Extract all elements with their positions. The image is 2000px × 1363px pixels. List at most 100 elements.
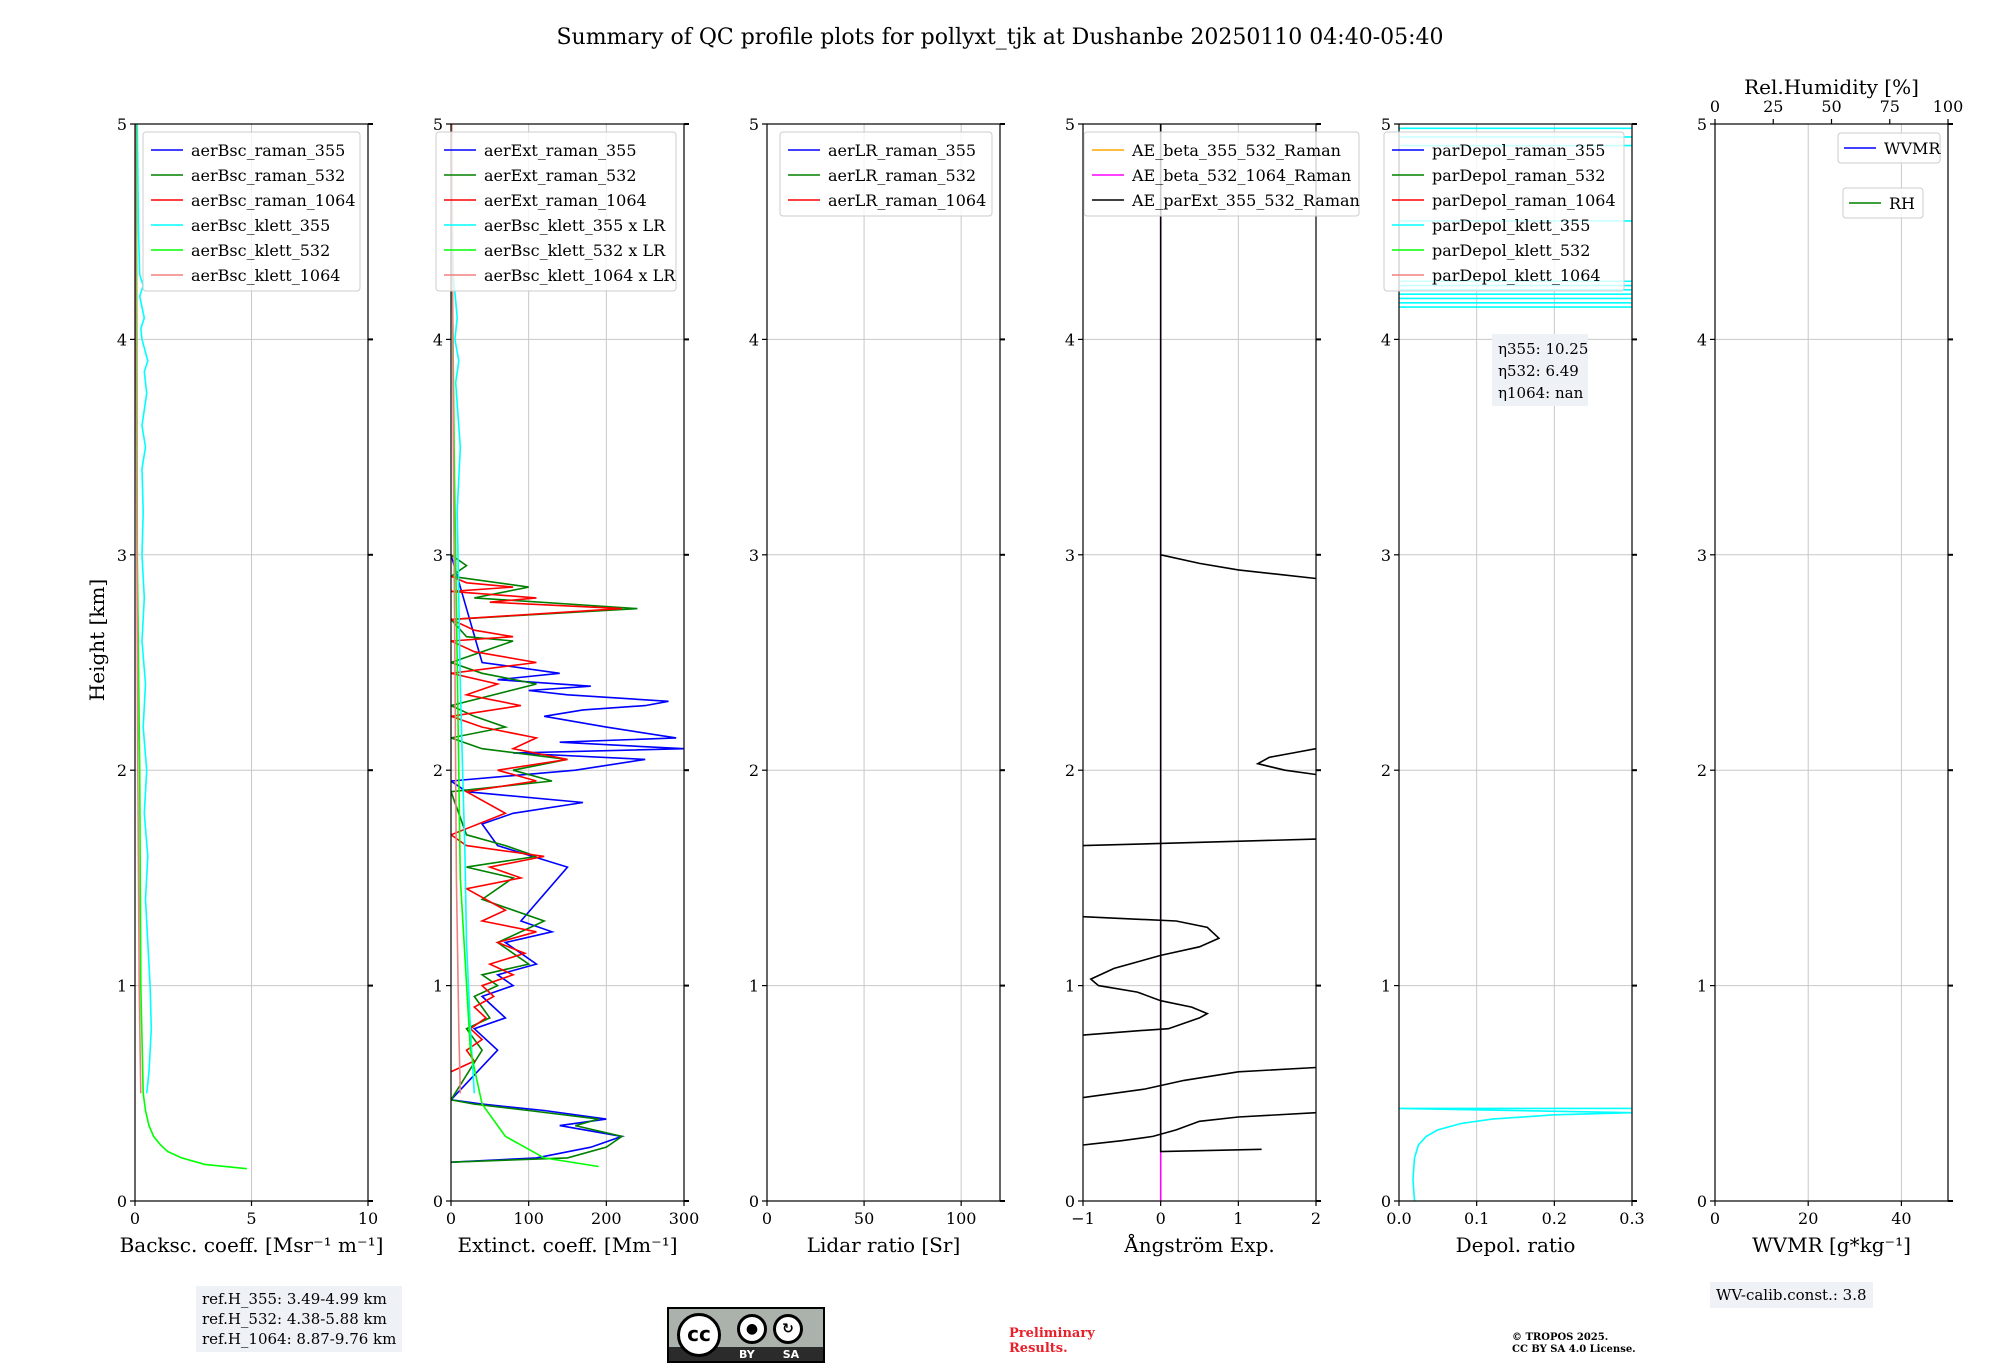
y-tick-label: 1 — [433, 977, 443, 996]
figure-title: Summary of QC profile plots for pollyxt_… — [556, 25, 1443, 50]
panel-bsc: 0 5 10 0 1 2 3 4 5 Backsc. coeff. [Msr⁻¹ m⁻¹] aerB… — [117, 115, 384, 1257]
by-icon: ● — [737, 1314, 767, 1344]
x-axis-label: Extinct. coeff. [Mm⁻¹] — [457, 1233, 677, 1257]
legend-label: aerBsc_raman_532 — [191, 166, 345, 185]
ref-h-1064: ref.H_1064: 8.87-9.76 km — [202, 1330, 397, 1348]
y-tick-label: 2 — [749, 761, 759, 780]
x-axis-label: Depol. ratio — [1456, 1233, 1576, 1257]
series-line-aerExt_raman_1064 — [451, 575, 622, 1073]
y-tick-label: 4 — [117, 330, 127, 349]
x2-tick-label: 100 — [1933, 97, 1964, 116]
series-line-AE_parExt_355_532_Raman — [1083, 1111, 1316, 1146]
y-tick-label: 0 — [1381, 1192, 1391, 1211]
y-axis-label: Height [km] — [85, 579, 109, 701]
x-axis-label: Backsc. coeff. [Msr⁻¹ m⁻¹] — [120, 1233, 384, 1257]
y-tick-label: 0 — [433, 1192, 443, 1211]
x-tick-label: 0 — [1710, 1209, 1720, 1228]
x-tick-label: 2 — [1311, 1209, 1321, 1228]
legend-label: RH — [1889, 194, 1915, 213]
series-line-AE_parExt_355_532_Raman — [1160, 554, 1316, 580]
y-tick-label: 1 — [117, 977, 127, 996]
series-group — [135, 124, 247, 1170]
y-tick-label: 0 — [117, 1192, 127, 1211]
preliminary-note: Preliminary Results. — [1009, 1326, 1095, 1356]
legend-label: parDepol_klett_355 — [1432, 216, 1590, 235]
x2-tick-label: 50 — [1821, 97, 1841, 116]
axes-frame — [1082, 123, 1317, 1202]
cc-badge-text: BY SA — [739, 1348, 799, 1361]
x-tick-label: 0 — [130, 1209, 140, 1228]
x-tick-label: 50 — [854, 1209, 874, 1228]
y-tick-label: 3 — [1065, 546, 1075, 565]
sa-icon: ↻ — [773, 1314, 803, 1344]
x2-tick-label: 0 — [1710, 97, 1720, 116]
y-tick-label: 5 — [1065, 115, 1075, 134]
x-tick-label: 0.2 — [1542, 1209, 1567, 1228]
y-tick-label: 0 — [749, 1192, 759, 1211]
x-tick-label: 0 — [762, 1209, 772, 1228]
y-tick-label: 2 — [1697, 761, 1707, 780]
y-tick-label: 5 — [433, 115, 443, 134]
legend-label: parDepol_raman_355 — [1432, 141, 1605, 160]
x-tick-label: 0.1 — [1464, 1209, 1489, 1228]
legend-label: AE_parExt_355_532_Raman — [1131, 191, 1360, 210]
legend-label: aerExt_raman_355 — [484, 141, 637, 160]
y-tick-label: 3 — [433, 546, 443, 565]
x-tick-label: 200 — [591, 1209, 622, 1228]
y-tick-label: 1 — [1065, 977, 1075, 996]
x-tick-label: 300 — [669, 1209, 700, 1228]
cc-icon: cc — [677, 1313, 721, 1357]
preliminary-line-2: Results. — [1009, 1341, 1068, 1356]
legend-box — [1083, 131, 1360, 217]
series-line-aerBsc_klett_1064 — [135, 124, 142, 1094]
cc-sa-label: SA — [782, 1348, 800, 1361]
eta-annotation-line: η532: 6.49 — [1498, 362, 1579, 380]
legend-label: aerBsc_klett_532 — [191, 241, 330, 260]
x-tick-label: 100 — [513, 1209, 544, 1228]
axes-frame — [1398, 123, 1633, 1202]
x-tick-label: 20 — [1798, 1209, 1818, 1228]
preliminary-line-1: Preliminary — [1009, 1326, 1095, 1341]
legend-label: aerBsc_klett_532 x LR — [484, 241, 666, 260]
x-tick-label: 0.3 — [1619, 1209, 1644, 1228]
legend-box — [779, 131, 993, 217]
series-line-AE_parExt_355_532_Raman — [1159, 124, 1262, 1153]
ref-h-532: ref.H_532: 4.38-5.88 km — [202, 1310, 387, 1328]
x2-axis-label: Rel.Humidity [%] — [1744, 75, 1919, 99]
y-tick-label: 1 — [749, 977, 759, 996]
legend-label: parDepol_raman_1064 — [1432, 191, 1616, 210]
y-tick-label: 2 — [1065, 761, 1075, 780]
y-tick-label: 5 — [117, 115, 127, 134]
y-tick-label: 4 — [1381, 330, 1391, 349]
panel-lr: 0 50 100 0 1 2 3 4 5 Lidar ratio [Sr] aerLR_raman_… — [749, 115, 1005, 1257]
legend-box — [1383, 131, 1625, 292]
copyright-note: © TROPOS 2025. CC BY SA 4.0 License. — [1512, 1332, 1636, 1356]
ref-h-355: ref.H_355: 3.49-4.99 km — [202, 1290, 387, 1308]
y-tick-label: 2 — [1381, 761, 1391, 780]
y-tick-label: 0 — [1697, 1192, 1707, 1211]
y-tick-label: 4 — [433, 330, 443, 349]
panel-depol: 0.0 0.1 0.2 0.3 0 1 2 3 4 5 Depol. ratio parDepol_r… — [1381, 115, 1645, 1257]
x-tick-label: 0 — [446, 1209, 456, 1228]
y-tick-label: 3 — [1697, 546, 1707, 565]
y-tick-label: 4 — [1065, 330, 1075, 349]
panel-ext: 0 100 200 300 0 1 2 3 4 5 Extinct. coeff. [Mm⁻¹] ae… — [433, 115, 699, 1257]
x-tick-label: 10 — [358, 1209, 378, 1228]
y-tick-label: 2 — [117, 761, 127, 780]
x2-tick-label: 25 — [1763, 97, 1783, 116]
legend-box — [142, 131, 361, 292]
y-tick-label: 1 — [1381, 977, 1391, 996]
legend-label: aerLR_raman_1064 — [828, 191, 986, 210]
copyright-line-1: © TROPOS 2025. — [1512, 1332, 1609, 1343]
y-tick-label: 5 — [749, 115, 759, 134]
axes-frame — [766, 123, 1001, 1202]
legend-label: parDepol_raman_532 — [1432, 166, 1605, 185]
x-tick-label: 0.0 — [1386, 1209, 1411, 1228]
series-line-aerBsc_klett_355 — [136, 124, 153, 1094]
x-axis-label: Ångström Exp. — [1123, 1232, 1274, 1257]
reference-height-box: ref.H_355: 3.49-4.99 km ref.H_532: 4.38-… — [196, 1286, 403, 1352]
cc-icon-label: cc — [687, 1322, 711, 1346]
legend-label: aerExt_raman_532 — [484, 166, 637, 185]
